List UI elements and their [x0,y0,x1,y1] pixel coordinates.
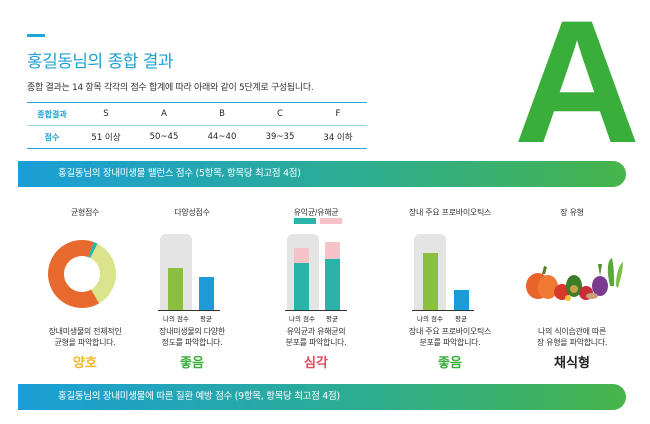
grade-cell: A [135,102,193,126]
my-harmful-bar [294,248,309,263]
diversity-result: 좋음 [180,356,204,371]
disease-prevention-banner: 홍길동님의 장내미생물에 따른 질환 예방 점수 (9항목, 항목당 최고점 4… [18,384,626,410]
diversity-avg-bar [199,277,214,310]
donut-slice [88,242,98,258]
probiotics-desc-line2: 분포를 파악합니다. [419,338,481,347]
grade-row: 종합결과 S A B C F [27,102,367,126]
diversity-desc: 장내미생물의 다양한 정도를 파악합니다. [132,326,252,348]
beneficial-desc-line2: 분포를 파악합니다. [285,338,347,347]
grade-row-label: 종합결과 [27,102,77,126]
grade-cell: S [77,102,135,126]
avg-beneficial-bar [325,259,340,310]
diversity-avg-label: 평균 [200,315,212,323]
page-title: 홍길동님의 종합 결과 [27,52,174,72]
probiotics-avg-label: 평균 [455,315,467,323]
probiotics-title: 장내 주요 프로바이오틱스 [408,208,492,217]
score-row-label: 점수 [27,125,77,149]
gut-type-desc-line1: 나의 식이습관에 따른 [537,327,607,336]
vegetables-icon [526,258,623,301]
harmful-legend-swatch [320,218,342,224]
score-cell: 44~40 [193,125,251,149]
diversity-my-bar [168,268,183,310]
gut-type-result: 채식형 [554,356,590,371]
final-grade-letter: A [514,2,640,162]
beneficial-my-label: 나의 점수 [289,315,315,323]
diversity-desc-line1: 장내미생물의 다양한 [159,327,225,336]
diversity-title: 다양성점수 [174,208,210,217]
grade-cell: B [193,102,251,126]
balance-desc: 장내미생물의 전체적인 균형을 파악합니다. [25,326,145,348]
title-accent-line [27,34,45,37]
probiotics-result: 좋음 [438,356,462,371]
balance-desc-line1: 장내미생물의 전체적인 [48,327,122,336]
donut-slice [48,240,100,308]
balance-score-banner: 홍길동님의 장내미생물 밸런스 점수 (5항목, 항목당 최고점 4점) [18,161,626,187]
beneficial-desc: 유익균과 유해균의 분포를 파악합니다. [256,326,376,348]
probiotics-desc-line1: 장내 주요 프로바이오틱스 [408,327,492,336]
beneficial-avg-label: 평균 [326,315,338,323]
probiotics-avg-bar [454,290,469,310]
probiotics-my-bar [423,253,438,310]
diversity-baseline [158,310,220,311]
final-grade-text: A [514,2,640,162]
balance-result: 양호 [73,356,97,371]
diversity-my-label: 나의 점수 [163,315,189,323]
gut-type-title: 장 유형 [560,208,584,217]
score-row: 점수 51 이상 50~45 44~40 39~35 34 이하 [27,125,367,149]
score-cell: 50~45 [135,125,193,149]
probiotics-baseline [412,310,474,311]
balance-title: 균형점수 [70,208,100,217]
beneficial-desc-line1: 유익균과 유해균의 [286,327,346,336]
grade-cell: C [251,102,309,126]
my-beneficial-bar [294,263,309,310]
probiotics-desc: 장내 주요 프로바이오틱스 분포를 파악합니다. [390,326,510,348]
balance-desc-line2: 균형을 파악합니다. [54,338,116,347]
page-description: 종합 결과는 14 항목 각각의 점수 합계에 따라 아래와 같이 5단계로 구… [27,83,314,93]
score-cell: 39~35 [251,125,309,149]
gut-type-desc-line2: 장 유형을 파악합니다. [536,338,608,347]
diversity-desc-line2: 정도를 파악합니다. [161,338,223,347]
beneficial-legend-swatch [294,218,316,224]
score-cell: 34 이하 [309,125,367,149]
score-cell: 51 이상 [77,125,135,149]
beneficial-baseline [285,310,347,311]
gut-type-desc: 나의 식이습관에 따른 장 유형을 파악합니다. [512,326,632,348]
probiotics-my-label: 나의 점수 [417,315,443,323]
beneficial-result: 심각 [304,356,328,371]
grade-cell: F [309,102,367,126]
balance-donut-chart [48,240,116,308]
donut-slice [90,243,116,304]
avg-harmful-bar [325,242,340,259]
beneficial-title: 유익균/유해균 [293,208,339,217]
grade-table: 종합결과 S A B C F 점수 51 이상 50~45 44~40 39~3… [27,102,367,149]
